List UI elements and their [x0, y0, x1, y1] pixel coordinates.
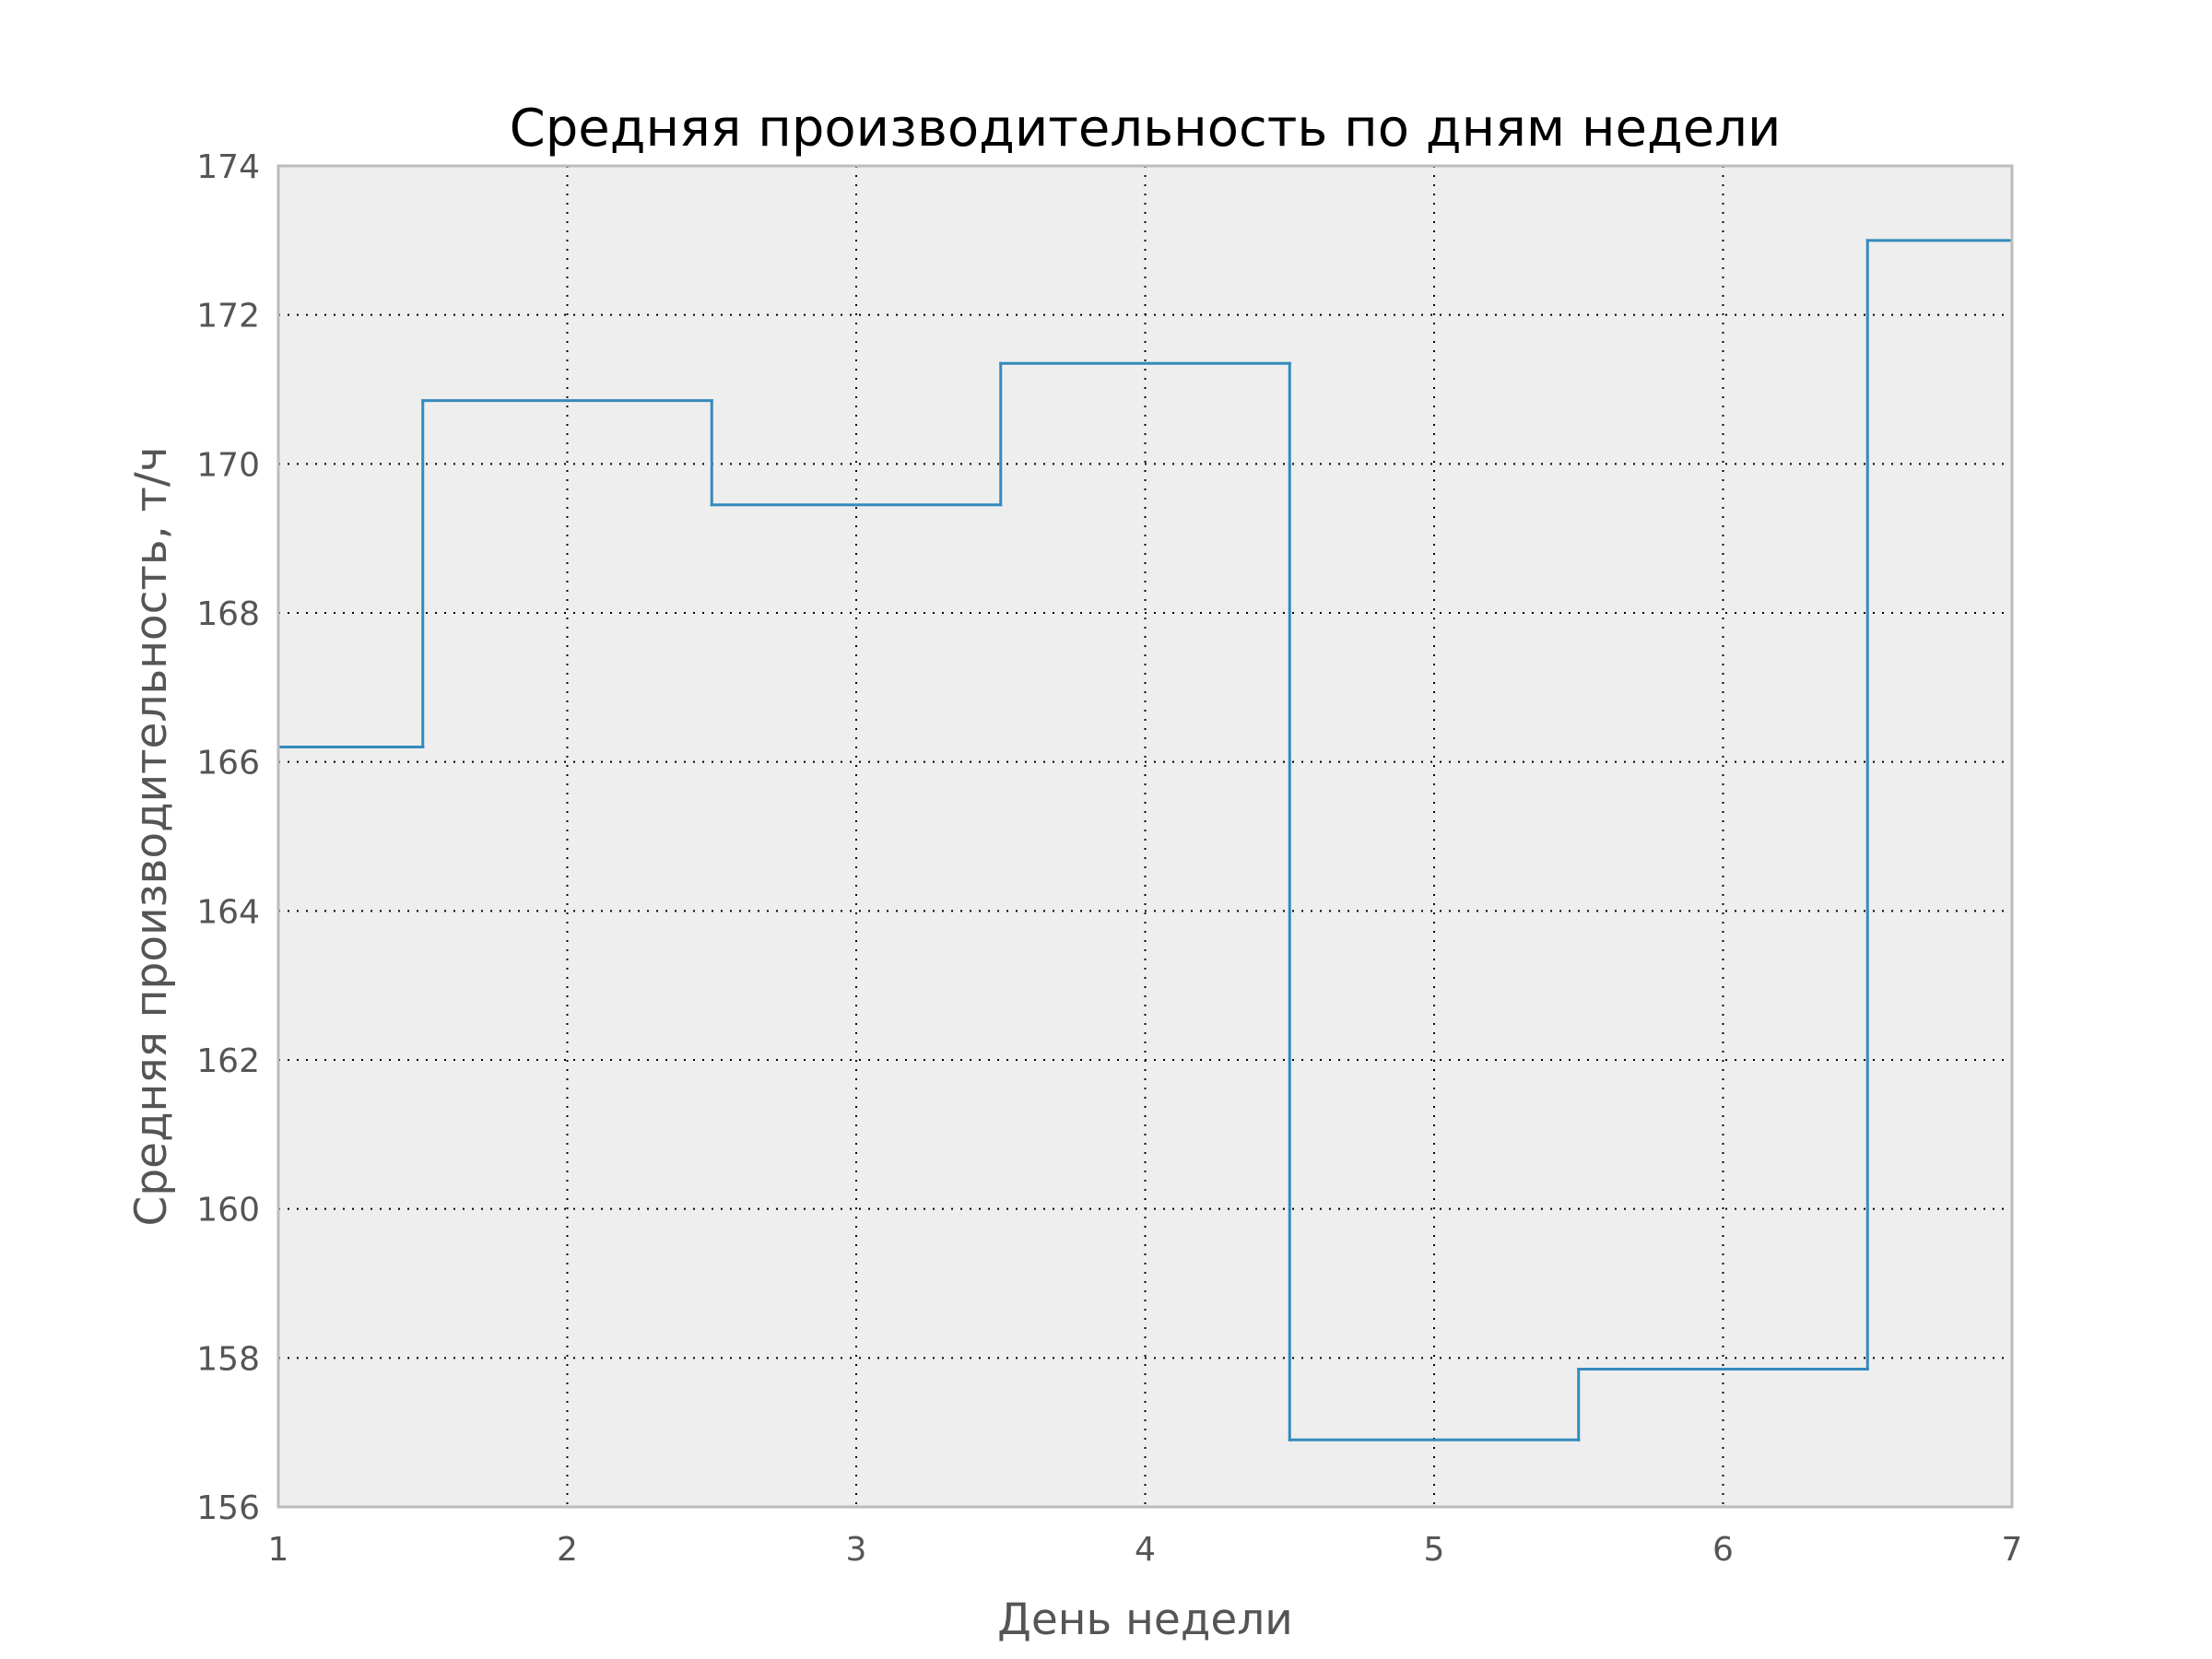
y-axis-label: Средняя производительность, т/ч: [126, 447, 177, 1227]
chart-title: Средняя производительность по дням недел…: [510, 99, 1782, 159]
y-tick-label-164: 164: [196, 893, 260, 931]
y-tick-label-158: 158: [196, 1340, 260, 1378]
y-tick-label-162: 162: [196, 1042, 260, 1080]
x-tick-label-4: 4: [1135, 1531, 1156, 1569]
y-tick-labels: 156 158 160 162 164 166 168 170 172 174: [196, 148, 260, 1527]
x-tick-label-5: 5: [1424, 1531, 1445, 1569]
y-tick-label-172: 172: [196, 298, 260, 335]
plot-frame: [276, 164, 2014, 1509]
x-tick-label-7: 7: [2002, 1531, 2023, 1569]
y-tick-label-170: 170: [196, 446, 260, 484]
x-tick-labels: 1 2 3 4 5 6 7: [268, 1531, 2023, 1569]
y-tick-label-156: 156: [196, 1489, 260, 1527]
plot-area: [278, 166, 2012, 1507]
y-tick-label-160: 160: [196, 1192, 260, 1230]
y-tick-label-168: 168: [196, 595, 260, 633]
x-tick-label-1: 1: [268, 1531, 289, 1569]
x-axis-label: День недели: [997, 1594, 1293, 1645]
y-tick-label-166: 166: [196, 745, 260, 782]
y-tick-label-174: 174: [196, 148, 260, 186]
series-line: [276, 239, 2014, 1441]
x-tick-label-2: 2: [557, 1531, 578, 1569]
x-tick-label-3: 3: [846, 1531, 867, 1569]
x-tick-label-6: 6: [1712, 1531, 1734, 1569]
grid: [278, 166, 2012, 1507]
